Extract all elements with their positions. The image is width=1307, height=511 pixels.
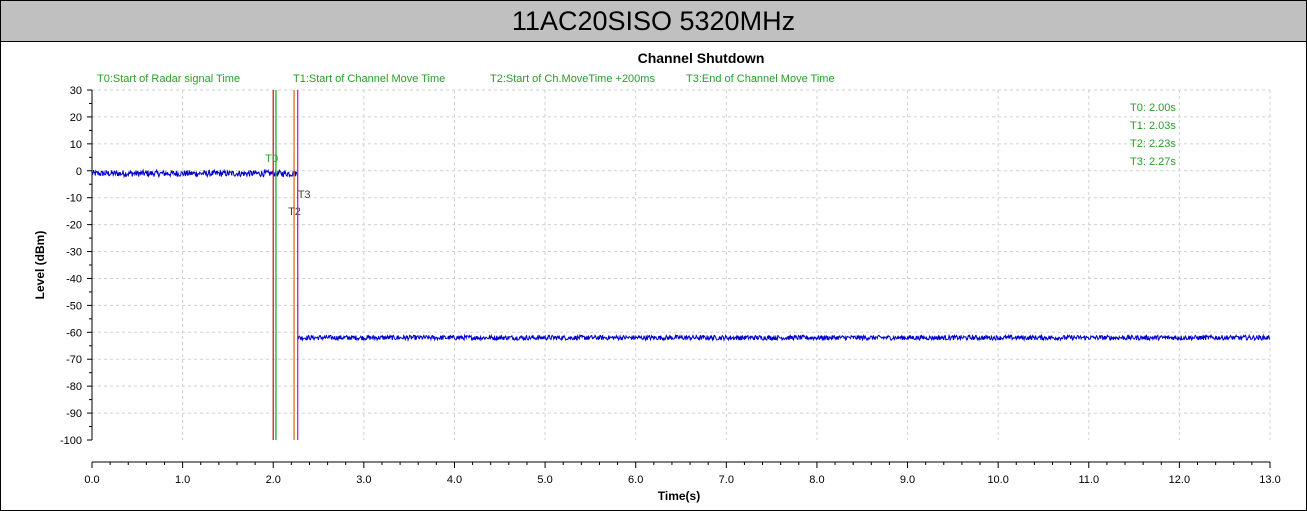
x-tick-label: 13.0 xyxy=(1259,474,1280,486)
annotations: T0: 2.00s T1: 2.03s T2: 2.23s T3: 2.27s xyxy=(1130,102,1176,168)
marker-label-t0: T0 xyxy=(265,153,278,165)
y-axis-label: Level (dBm) xyxy=(33,231,47,300)
chart-title: Channel Shutdown xyxy=(638,50,765,66)
y-axis-ticks: 30 20 10 0 -10 -20 -30 -40 -50 -60 -70 -80 -90 -100 xyxy=(60,85,92,447)
x-tick-label: 0.0 xyxy=(84,474,99,486)
y-tick-label: -100 xyxy=(60,435,82,447)
marker-label-t2: T2 xyxy=(288,206,301,218)
y-tick-label: -50 xyxy=(66,300,82,312)
x-tick-label: 2.0 xyxy=(266,474,281,486)
x-tick-label: 5.0 xyxy=(537,474,552,486)
legend-item-t0: T0:Start of Radar signal Time xyxy=(97,73,240,85)
y-tick-label: -70 xyxy=(66,354,82,366)
plot-area xyxy=(91,168,1271,343)
x-tick-label: 8.0 xyxy=(809,474,824,486)
grid xyxy=(92,89,1271,440)
annotation-t1: T1: 2.03s xyxy=(1130,120,1176,132)
markers: T0 T2 T3 xyxy=(265,90,311,440)
y-tick-label: -80 xyxy=(66,381,82,393)
legend-item-t2: T2:Start of Ch.MoveTime +200ms xyxy=(490,73,655,85)
marker-label-t3: T3 xyxy=(298,189,311,201)
x-tick-label: 6.0 xyxy=(628,474,643,486)
y-tick-label: 0 xyxy=(76,166,82,178)
y-tick-label: -20 xyxy=(66,220,82,232)
y-tick-label: 10 xyxy=(70,139,82,151)
x-tick-label: 4.0 xyxy=(447,474,462,486)
annotation-t2: T2: 2.23s xyxy=(1130,138,1176,150)
y-tick-label: 20 xyxy=(70,112,82,124)
legend-item-t1: T1:Start of Channel Move Time xyxy=(293,73,445,85)
x-tick-label: 3.0 xyxy=(356,474,371,486)
x-tick-label: 11.0 xyxy=(1078,474,1099,486)
y-tick-label: 30 xyxy=(70,85,82,97)
y-tick-label: -40 xyxy=(66,273,82,285)
series-line xyxy=(91,168,1271,343)
x-tick-label: 12.0 xyxy=(1169,474,1190,486)
y-tick-label: -10 xyxy=(66,193,82,205)
y-tick-label: -60 xyxy=(66,327,82,339)
legend-item-t3: T3:End of Channel Move Time xyxy=(686,73,835,85)
x-axis-label: Time(s) xyxy=(658,489,700,503)
legend: T0:Start of Radar signal Time T1:Start of… xyxy=(97,73,835,85)
x-axis-ticks: 0.0 1.0 2.0 3.0 4.0 5.0 6.0 7.0 8.0 9.0 10.0 11.0 12… xyxy=(84,462,1281,486)
x-tick-label: 1.0 xyxy=(175,474,190,486)
x-tick-label: 9.0 xyxy=(900,474,915,486)
x-tick-label: 10.0 xyxy=(987,474,1008,486)
page-title: 11AC20SISO 5320MHz xyxy=(1,1,1306,42)
x-tick-label: 7.0 xyxy=(719,474,734,486)
y-tick-label: -30 xyxy=(66,247,82,259)
annotation-t3: T3: 2.27s xyxy=(1130,156,1176,168)
axes xyxy=(91,90,1270,463)
annotation-t0: T0: 2.00s xyxy=(1130,102,1176,114)
y-tick-label: -90 xyxy=(66,408,82,420)
